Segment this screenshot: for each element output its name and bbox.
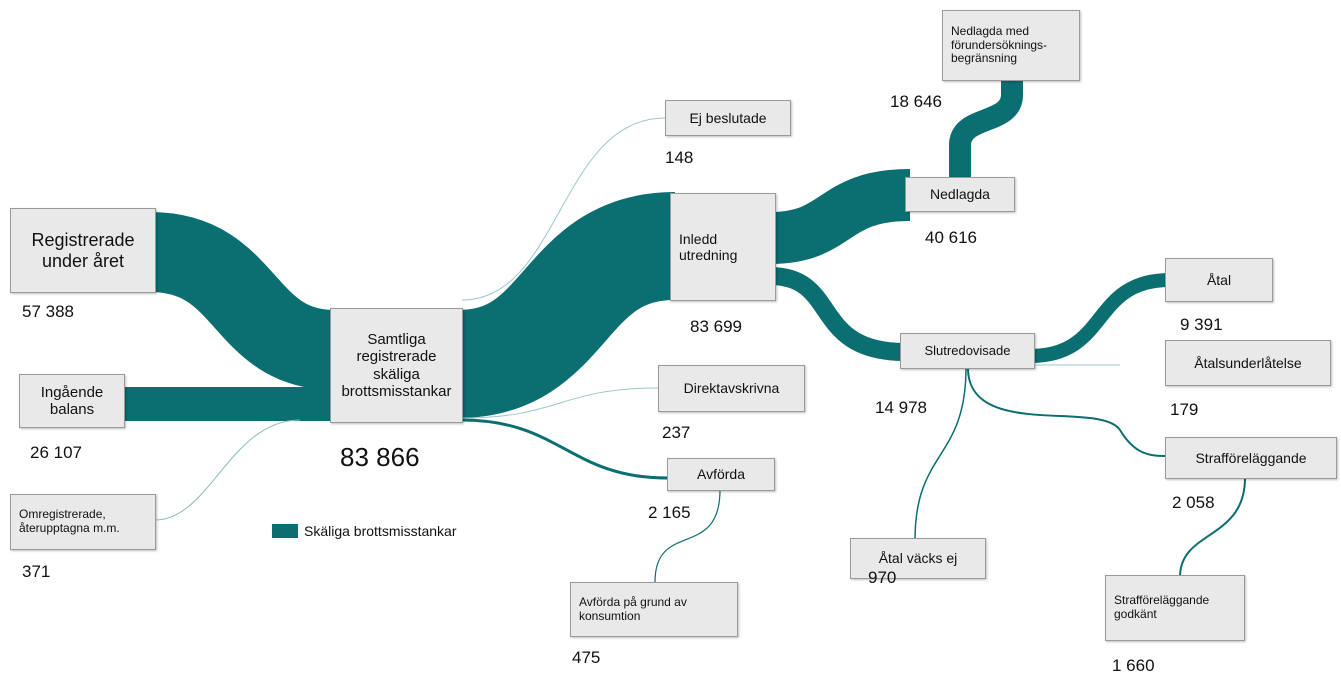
node-label: Åtal [1165, 258, 1273, 302]
node-value: 83 699 [690, 317, 742, 336]
node-label: Avförda på grund av konsumtion [570, 582, 738, 637]
node-value: 2 058 [1172, 493, 1215, 512]
node-label: Strafföreläggande godkänt [1105, 575, 1245, 641]
flow [461, 418, 668, 480]
node-value: 970 [868, 568, 897, 587]
node-value: 1 660 [1112, 656, 1155, 675]
node-label: Nedlagda med förundersöknings-begränsnin… [942, 10, 1080, 81]
node-value: 371 [22, 562, 51, 581]
flow [1029, 273, 1171, 363]
node-value: 179 [1170, 400, 1199, 419]
flow [455, 192, 678, 418]
node-value: 40 616 [925, 228, 977, 247]
flow [949, 78, 1023, 180]
node-label: Avförda [667, 458, 775, 491]
flow [461, 117, 666, 301]
node-label: Inledd utredning [670, 193, 776, 301]
node-label: Direktavskrivna [658, 365, 805, 412]
flow [967, 367, 1169, 457]
node-label: Samtliga registrerade skäliga brottsmiss… [330, 308, 463, 423]
node-label: Ingående balans [19, 374, 125, 428]
node-label: Slutredovisade [900, 333, 1035, 369]
node-label: Registrerade under året [10, 208, 156, 293]
node-value: 14 978 [875, 398, 927, 417]
node-value: 18 646 [890, 92, 942, 111]
legend-swatch [272, 524, 298, 538]
flow [914, 367, 967, 541]
node-value: 475 [572, 648, 601, 667]
flow [654, 489, 721, 583]
node-label: Åtal väcks ej [850, 538, 986, 579]
flow [154, 419, 301, 521]
flow [1179, 477, 1246, 578]
node-value: 57 388 [22, 302, 74, 321]
node-value: 148 [665, 148, 694, 167]
node-value: 9 391 [1180, 315, 1223, 334]
flow [769, 267, 906, 361]
flow [769, 169, 911, 264]
legend: Skäliga brottsmisstankar [272, 523, 457, 539]
node-value: 83 866 [340, 442, 420, 472]
node-label: Omregistrerade, återupptagna m.m. [10, 494, 156, 550]
node-value: 237 [662, 423, 691, 442]
legend-label: Skäliga brottsmisstankar [304, 523, 457, 539]
node-label: Ej beslutade [665, 100, 791, 136]
node-label: Åtalsunderlåtelse [1165, 340, 1331, 386]
node-label: Nedlagda [905, 177, 1015, 212]
node-value: 26 107 [30, 443, 82, 462]
node-label: Strafföreläggande [1165, 437, 1337, 479]
flow [461, 387, 659, 419]
node-value: 2 165 [648, 503, 691, 522]
flow [148, 212, 338, 390]
